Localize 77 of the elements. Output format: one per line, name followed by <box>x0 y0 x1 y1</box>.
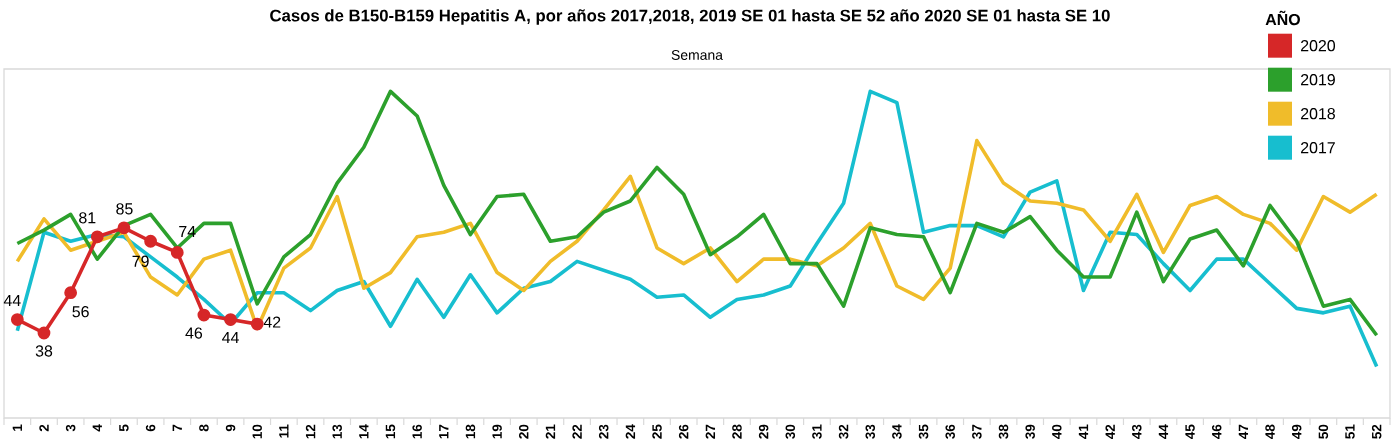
x-tick-label: 1 <box>12 424 22 431</box>
x-tick-label: 37 <box>972 424 982 439</box>
x-tick-label: 16 <box>412 424 422 439</box>
x-tick-label: 4 <box>92 424 102 432</box>
point <box>224 313 237 326</box>
x-tick-label: 25 <box>652 424 662 439</box>
x-tick-label: 14 <box>359 424 369 439</box>
x-tick-label: 34 <box>892 424 902 439</box>
x-tick-label: 29 <box>758 424 769 439</box>
x-tick-label: 6 <box>145 424 156 432</box>
x-tick-label: 13 <box>332 424 342 439</box>
x-tick-label: 2 <box>39 424 49 432</box>
x-tick-label: 5 <box>119 424 129 432</box>
x-tick-label: 46 <box>1211 424 1222 439</box>
data-label: 46 <box>185 327 203 339</box>
x-tick-label: 7 <box>172 424 182 432</box>
legend-label: 2017 <box>1301 142 1335 154</box>
x-tick-label: 41 <box>1078 424 1089 439</box>
x-tick-label: 51 <box>1345 424 1355 439</box>
data-label: 85 <box>116 203 133 215</box>
data-label: 81 <box>79 212 96 224</box>
data-label: 56 <box>72 306 89 318</box>
x-tick-label: 24 <box>625 424 636 439</box>
x-tick-label: 33 <box>865 424 876 439</box>
x-tick-label: 39 <box>1025 424 1035 439</box>
x-tick-label: 28 <box>732 424 742 439</box>
x-tick-label: 12 <box>305 424 316 439</box>
x-tick-label: 30 <box>785 424 796 439</box>
x-tick-label: 49 <box>1291 424 1302 439</box>
x-tick-label: 36 <box>945 424 955 439</box>
chart-title: Casos de B150-B159 Hepatitis A, por años 2017,2018, 2019 SE 01 hasta SE 52 año 2020 SE 01 hasta SE 10 <box>270 9 1110 25</box>
point <box>250 317 264 331</box>
x-tick-label: 47 <box>1238 424 1249 439</box>
point <box>197 308 211 322</box>
data-label: 42 <box>263 316 281 328</box>
x-tick-label: 8 <box>199 424 209 432</box>
point <box>10 313 24 326</box>
x-tick-label: 9 <box>225 424 236 432</box>
x-tick-label: 15 <box>385 424 396 439</box>
x-tick-label: 26 <box>678 424 689 439</box>
point <box>64 286 78 300</box>
x-tick-label: 45 <box>1185 424 1195 439</box>
x-tick-label: 23 <box>598 424 609 439</box>
x-tick-label: 42 <box>1105 424 1115 439</box>
x-tick-label: 19 <box>492 424 502 439</box>
point <box>117 221 131 235</box>
legend-label: 2018 <box>1301 108 1335 120</box>
x-tick-label: 38 <box>998 424 1009 439</box>
legend-label: 2019 <box>1301 74 1335 86</box>
x-tick-label: 27 <box>705 424 716 439</box>
x-tick-label: 20 <box>518 424 529 439</box>
x-tick-label: 43 <box>1132 424 1142 439</box>
data-label: 44 <box>3 295 21 307</box>
x-tick-label: 3 <box>65 424 76 432</box>
x-tick-label: 50 <box>1318 424 1329 439</box>
data-label: 44 <box>222 332 239 344</box>
x-tick-label: 40 <box>1052 424 1062 439</box>
point <box>37 326 51 340</box>
x-tick-label: 52 <box>1371 424 1382 439</box>
x-tick-label: 10 <box>252 424 262 439</box>
x-tick-label: 32 <box>838 424 849 439</box>
point <box>170 246 184 259</box>
x-tick-label: 21 <box>545 424 556 439</box>
x-tick-label: 31 <box>812 424 822 439</box>
point <box>144 234 157 248</box>
x-tick-label: 18 <box>465 424 476 439</box>
x-tick-label: 48 <box>1265 424 1275 439</box>
legend-label: 2020 <box>1301 40 1336 52</box>
x-tick-label: 44 <box>1158 424 1169 439</box>
x-tick-label: 11 <box>279 424 289 438</box>
x-tick-label: 17 <box>439 424 449 439</box>
data-label: 38 <box>35 345 53 357</box>
x-tick-label: 35 <box>918 424 929 439</box>
legend-title: AÑO <box>1265 10 1300 26</box>
x-axis-title: Semana <box>671 50 723 60</box>
point <box>90 230 104 244</box>
x-tick-label: 22 <box>572 424 582 439</box>
